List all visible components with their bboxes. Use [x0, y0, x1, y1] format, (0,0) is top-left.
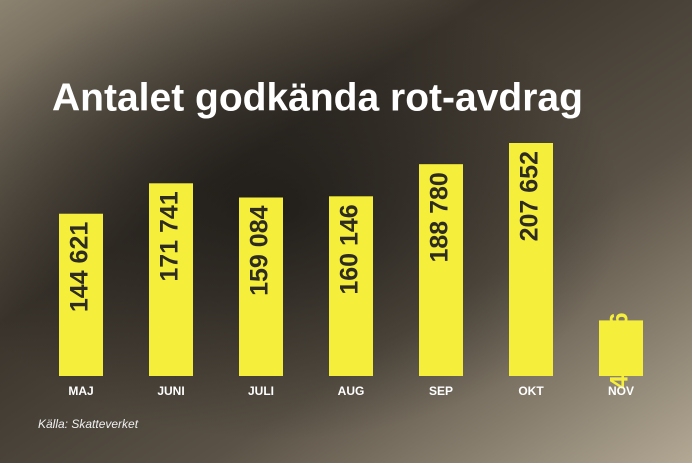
bar [329, 196, 373, 376]
x-tick-label: MAJ [68, 384, 93, 398]
source: Källa: Skatteverket [38, 417, 139, 431]
value-label: 144 621 [66, 222, 94, 312]
value-label: 207 652 [516, 151, 544, 241]
bar [419, 164, 463, 376]
value-label: 188 780 [426, 172, 454, 262]
x-tick-label: AUG [338, 384, 365, 398]
bar [149, 183, 193, 376]
bar [239, 197, 283, 376]
value-label: 49 546 [606, 312, 634, 388]
value-label: 159 084 [246, 205, 274, 295]
value-label: 160 146 [336, 204, 364, 294]
chart-title: Antalet godkända rot-avdrag [52, 76, 583, 119]
x-tick-label: NOV [608, 384, 634, 398]
x-tick-label: JULI [248, 384, 274, 398]
bar [509, 143, 553, 376]
bar [599, 320, 643, 376]
bar [59, 213, 103, 376]
value-label: 171 741 [156, 191, 184, 281]
x-tick-label: SEP [429, 384, 453, 398]
x-tick-label: OKT [518, 384, 544, 398]
x-tick-label: JUNI [157, 384, 184, 398]
